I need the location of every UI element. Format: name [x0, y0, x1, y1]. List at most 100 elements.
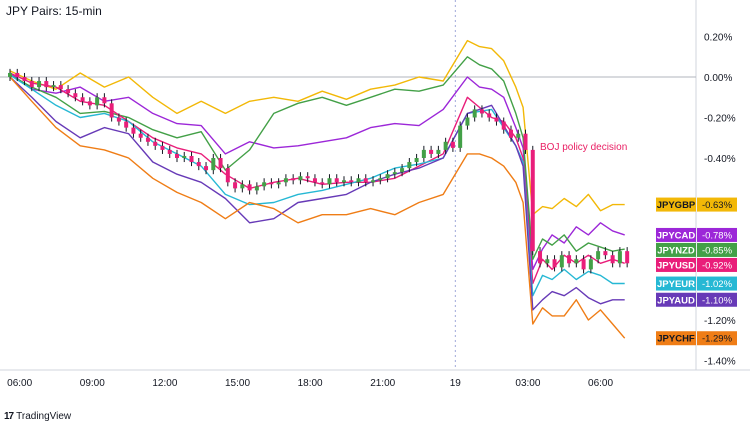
candle	[225, 164, 230, 187]
candle-body	[240, 184, 245, 189]
candle	[262, 178, 267, 191]
candle	[371, 176, 376, 187]
price-tag-value-bg	[697, 257, 737, 272]
candle	[429, 145, 434, 158]
candle-body	[545, 259, 550, 264]
price-tag-value-bg	[697, 292, 737, 307]
candle-body	[574, 259, 579, 264]
candle	[545, 255, 550, 268]
candle	[37, 77, 42, 92]
price-tag-value-bg	[697, 242, 737, 257]
price-tag-name-bg	[656, 292, 696, 307]
candle-body	[153, 141, 158, 146]
price-tag-value-bg	[697, 331, 737, 346]
x-tick-label: 03:00	[515, 378, 540, 389]
y-tick-label: -0.40%	[704, 154, 736, 165]
price-tag-name-bg	[656, 276, 696, 291]
candle	[625, 247, 630, 268]
candle	[283, 174, 288, 187]
candle-body	[494, 117, 499, 122]
candle-body	[225, 168, 230, 183]
candle-body	[559, 255, 564, 268]
candle-body	[400, 168, 405, 173]
price-tag-jpyeur: JPYEUR -1.02%	[656, 276, 737, 291]
candle-body	[160, 145, 165, 150]
candle	[588, 255, 593, 274]
candle-body	[472, 109, 477, 118]
candle-body	[458, 125, 463, 148]
candle	[80, 93, 85, 106]
candle-body	[610, 255, 615, 264]
price-tag-jpynzd: JPYNZD -0.85%	[656, 242, 737, 257]
candle-body	[356, 178, 361, 183]
price-tag-value: -1.10%	[702, 295, 733, 306]
tradingview-logo[interactable]: 17 TradingView	[4, 411, 71, 422]
x-tick-label: 09:00	[80, 378, 105, 389]
chart-title: JPY Pairs: 15-min	[6, 4, 102, 18]
candle	[174, 149, 179, 163]
candle-body	[538, 251, 543, 264]
candle	[603, 247, 608, 260]
candle-body	[167, 149, 172, 154]
candle	[465, 113, 470, 130]
candle-body	[131, 127, 136, 134]
candle-body	[73, 93, 78, 98]
candle-body	[124, 121, 129, 128]
y-tick-label: 0.20%	[704, 33, 732, 44]
price-tag-value-bg	[697, 197, 737, 212]
x-tick-label: 12:00	[152, 378, 177, 389]
candle-body	[174, 153, 179, 158]
candle	[124, 117, 129, 132]
price-tag-value: -1.02%	[702, 279, 733, 290]
candle	[102, 93, 107, 108]
tradingview-label: TradingView	[16, 411, 72, 422]
candle	[327, 174, 332, 189]
candle	[131, 123, 136, 138]
candle	[349, 176, 354, 187]
candle	[167, 145, 172, 158]
candle-body	[617, 251, 622, 264]
candle	[385, 170, 390, 183]
candle	[196, 158, 201, 171]
candle	[247, 180, 252, 195]
candle	[530, 145, 535, 256]
candle	[581, 255, 586, 274]
x-tick-label: 06:00	[588, 378, 613, 389]
candle	[392, 168, 397, 179]
y-tick-label: -0.20%	[704, 114, 736, 125]
candle	[617, 247, 622, 268]
price-tag-value-bg	[697, 276, 737, 291]
candle-body	[276, 182, 281, 185]
candle	[538, 247, 543, 268]
candle	[596, 247, 601, 264]
candle	[58, 81, 63, 94]
candle-body	[80, 97, 85, 102]
candle-body	[516, 133, 521, 138]
price-tag-name: JPYCHF	[657, 334, 695, 345]
series-line-jpycad	[9, 72, 625, 271]
candle	[472, 105, 477, 122]
candle	[559, 251, 564, 272]
candle-body	[378, 178, 383, 181]
candle-body	[429, 149, 434, 154]
candle-body	[283, 178, 288, 183]
candle	[218, 153, 223, 173]
candle-body	[501, 121, 506, 130]
candle-body	[254, 186, 259, 191]
candle-body	[421, 149, 426, 158]
price-tag-name: JPYEUR	[657, 279, 695, 290]
price-tag-name-bg	[656, 197, 696, 212]
candle	[312, 174, 317, 187]
candle	[400, 164, 405, 177]
price-tag-value: -0.63%	[702, 200, 733, 211]
series-line-jpygbp	[9, 39, 625, 216]
candle	[479, 105, 484, 118]
price-tag-value: -1.29%	[702, 334, 733, 345]
candle-body	[145, 137, 150, 142]
candle-layer	[8, 68, 630, 274]
x-tick-label: 15:00	[225, 378, 250, 389]
price-tag-name-bg	[656, 242, 696, 257]
candle-body	[262, 182, 267, 187]
candle	[298, 172, 303, 185]
